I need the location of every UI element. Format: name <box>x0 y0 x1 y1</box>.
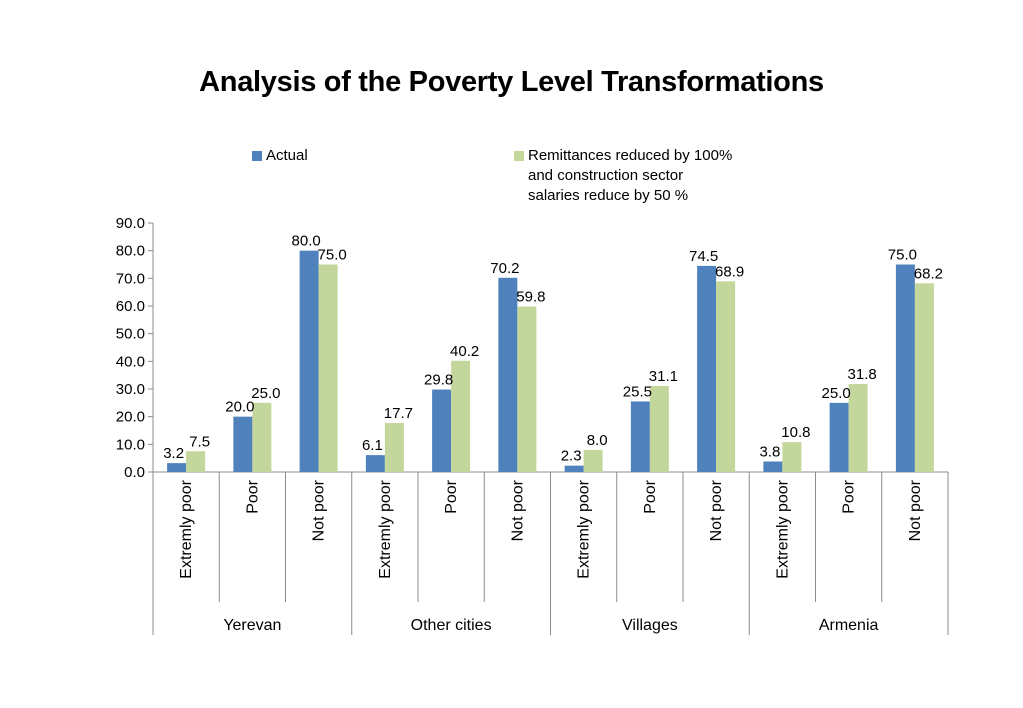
legend-swatch-actual <box>252 151 262 161</box>
bar-remittances <box>649 385 669 472</box>
bar-remittances <box>252 402 272 472</box>
bar-remittances <box>716 281 736 472</box>
bar-actual <box>233 416 253 472</box>
category-label: Poor <box>244 479 261 513</box>
bar-remittances <box>451 360 471 472</box>
y-tick-label: 30.0 <box>116 381 145 398</box>
group-label: Other cities <box>411 617 492 634</box>
bar-actual <box>697 265 717 472</box>
y-tick-label: 0.0 <box>124 464 145 481</box>
y-tick-label: 80.0 <box>116 243 145 260</box>
bar-actual <box>895 264 915 472</box>
data-label-actual: 29.8 <box>424 372 453 389</box>
category-label: Extremly poor <box>774 479 791 578</box>
category-label: Not poor <box>509 479 526 541</box>
data-label-remittances: 17.7 <box>384 405 413 422</box>
data-label-actual: 80.0 <box>292 233 321 250</box>
data-label-actual: 3.2 <box>163 445 184 462</box>
bar-actual <box>498 277 518 472</box>
bar-actual <box>365 455 385 472</box>
bar-remittances <box>583 449 603 472</box>
category-label: Poor <box>642 479 659 513</box>
y-tick-label: 70.0 <box>116 270 145 287</box>
y-tick-label: 90.0 <box>116 215 145 232</box>
category-label: Not poor <box>311 479 328 541</box>
category-label: Extremly poor <box>178 479 195 578</box>
data-label-remittances: 40.2 <box>450 343 479 360</box>
legend-label-remittances: Remittances reduced by 100% and construc… <box>528 147 733 204</box>
y-tick-label: 60.0 <box>116 298 145 315</box>
chart-title: Analysis of the Poverty Level Transforma… <box>199 66 824 98</box>
bar-remittances <box>384 423 404 472</box>
data-label-actual: 25.5 <box>623 383 652 400</box>
data-label-remittances: 31.1 <box>649 368 678 385</box>
bar-remittances <box>848 384 868 472</box>
data-label-remittances: 8.0 <box>587 432 608 449</box>
y-tick-label: 20.0 <box>116 409 145 426</box>
data-label-actual: 6.1 <box>362 437 383 454</box>
category-label: Poor <box>443 479 460 513</box>
category-label: Poor <box>841 479 858 513</box>
group-label: Yerevan <box>223 617 281 634</box>
data-label-actual: 70.2 <box>490 260 519 277</box>
bar-remittances <box>517 306 537 472</box>
legend-label-actual: Actual <box>266 147 308 164</box>
group-label: Villages <box>622 617 678 634</box>
category-label: Extremly poor <box>377 479 394 578</box>
bar-actual <box>299 250 319 472</box>
category-label: Not poor <box>708 479 725 541</box>
bar-actual <box>167 463 187 472</box>
data-label-actual: 74.5 <box>689 248 718 265</box>
data-label-remittances: 31.8 <box>848 366 877 383</box>
legend-swatch-remittances <box>514 151 524 161</box>
bar-remittances <box>318 264 338 472</box>
data-label-remittances: 10.8 <box>781 424 810 441</box>
category-label: Extremly poor <box>576 479 593 578</box>
bar-actual <box>564 465 584 472</box>
bar-actual <box>763 461 783 472</box>
category-label: Not poor <box>907 479 924 541</box>
y-tick-label: 10.0 <box>116 436 145 453</box>
bar-actual <box>432 389 452 472</box>
data-label-remittances: 25.0 <box>251 385 280 402</box>
data-label-actual: 75.0 <box>888 247 917 264</box>
data-label-actual: 3.8 <box>759 443 780 460</box>
data-label-remittances: 68.2 <box>914 265 943 282</box>
bar-actual <box>630 401 650 472</box>
data-label-remittances: 75.0 <box>318 247 347 264</box>
bar-remittances <box>914 283 934 472</box>
data-label-remittances: 59.8 <box>516 289 545 306</box>
bar-actual <box>829 402 849 472</box>
bar-remittances <box>186 451 206 472</box>
data-label-actual: 20.0 <box>225 399 254 416</box>
data-label-actual: 2.3 <box>561 448 582 465</box>
y-tick-label: 50.0 <box>116 326 145 343</box>
data-label-remittances: 7.5 <box>189 433 210 450</box>
bar-remittances <box>782 442 802 472</box>
data-label-actual: 25.0 <box>822 385 851 402</box>
group-label: Armenia <box>819 617 879 634</box>
data-label-remittances: 68.9 <box>715 263 744 280</box>
y-tick-label: 40.0 <box>116 353 145 370</box>
